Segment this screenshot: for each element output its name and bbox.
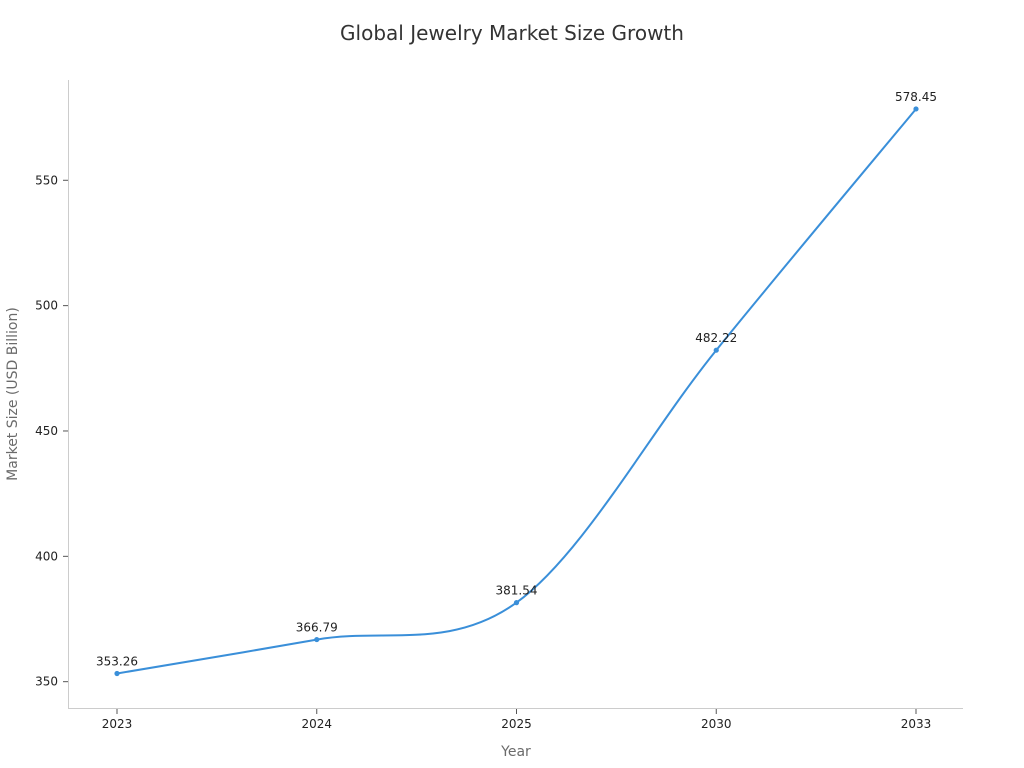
data-label: 366.79 [296,621,338,635]
y-tick-label: 400 [35,549,58,563]
data-points [114,106,919,677]
y-tick-label: 350 [35,675,58,689]
y-tick-label: 550 [35,173,58,187]
data-point [713,347,719,353]
data-point [314,636,320,643]
x-axis-label: Year [500,744,531,760]
data-point [513,600,520,606]
data-point [114,670,120,677]
y-tick-label: 500 [35,299,58,313]
y-axis-ticks: 350 400 450 500 550 [35,173,68,689]
x-tick-label: 2033 [901,717,932,731]
series-line [116,108,917,675]
data-label: 482.22 [695,331,737,345]
x-tick-label: 2023 [102,717,133,731]
chart-title: Global Jewelry Market Size Growth [340,21,684,45]
data-label: 578.45 [895,90,937,104]
plot-area [68,80,963,709]
x-tick-label: 2024 [301,717,332,731]
y-axis-label: Market Size (USD Billion) [5,307,21,481]
data-labels: 353.26 366.79 381.54 482.22 578.45 [96,90,937,669]
y-tick-label: 450 [35,424,58,438]
x-axis-ticks: 2023 2024 2025 2030 2033 [102,709,932,731]
data-point [913,106,919,112]
x-tick-label: 2025 [501,717,532,731]
x-tick-label: 2030 [701,717,732,731]
data-label: 381.54 [496,584,538,598]
data-label: 353.26 [96,655,138,669]
